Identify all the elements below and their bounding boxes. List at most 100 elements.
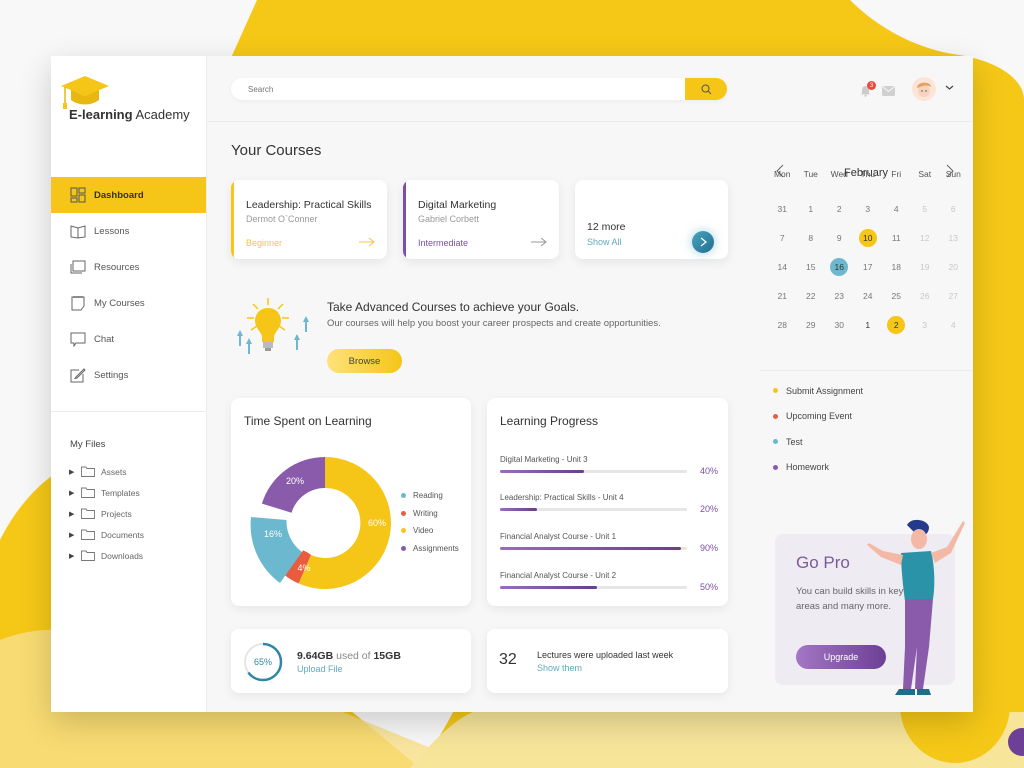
chevron-down-icon[interactable] xyxy=(945,84,954,91)
arrow-right-icon[interactable] xyxy=(359,237,375,247)
calendar-day[interactable]: 26 xyxy=(920,290,930,301)
sidebar-item-label: Resources xyxy=(94,261,140,273)
sidebar-item-dashboard[interactable]: Dashboard xyxy=(51,177,206,213)
expand-arrow-icon[interactable]: ▶ xyxy=(69,489,75,497)
lectures-count: 32 xyxy=(499,651,517,668)
next-button[interactable] xyxy=(692,231,714,253)
calendar-day[interactable]: 30 xyxy=(834,319,844,330)
show-them-link[interactable]: Show them xyxy=(537,663,583,673)
legend-video: Video xyxy=(401,522,459,540)
folder-downloads[interactable]: ▶ Downloads xyxy=(69,550,144,561)
expand-arrow-icon[interactable]: ▶ xyxy=(69,552,75,560)
sidebar-item-resources[interactable]: Resources xyxy=(51,249,206,285)
calendar-day[interactable]: 2 xyxy=(882,315,911,334)
calendar-day[interactable]: 11 xyxy=(891,232,901,243)
go-pro-text: You can build skills in key areas and ma… xyxy=(796,586,904,612)
course-card-digital-marketing[interactable]: Digital Marketing Gabriel Corbett Interm… xyxy=(403,180,559,259)
calendar-day[interactable]: 31 xyxy=(777,203,787,214)
chevron-left-icon[interactable] xyxy=(776,164,784,178)
chevron-right-icon[interactable] xyxy=(946,164,954,178)
file-tree: ▶ Assets ▶ Templates ▶ Projects ▶ Documents … xyxy=(69,461,144,566)
expand-arrow-icon[interactable]: ▶ xyxy=(69,468,75,476)
show-all-link[interactable]: Show All xyxy=(587,237,622,247)
folder-documents[interactable]: ▶ Documents xyxy=(69,529,144,540)
calendar-week: 28 29 30 1 2 3 4 xyxy=(768,310,968,339)
calendar-day[interactable]: 2 xyxy=(836,203,842,214)
calendar-week: 21 22 23 24 25 26 27 xyxy=(768,281,968,310)
chat-icon xyxy=(70,332,86,347)
calendar-day[interactable]: 3 xyxy=(865,203,871,214)
calendar-day[interactable]: 23 xyxy=(834,290,844,301)
calendar-day[interactable]: 16 xyxy=(825,257,854,276)
app-logo-text: E-learning Academy xyxy=(69,107,190,122)
course-accent-bar xyxy=(231,180,234,259)
avatar[interactable] xyxy=(912,77,936,101)
calendar-day[interactable]: 7 xyxy=(779,232,785,243)
folder-assets[interactable]: ▶ Assets xyxy=(69,466,127,477)
browse-button[interactable]: Browse xyxy=(327,349,402,373)
expand-arrow-icon[interactable]: ▶ xyxy=(69,531,75,539)
calendar-day[interactable]: 22 xyxy=(806,290,816,301)
mail-icon[interactable] xyxy=(882,86,895,96)
course-card-leadership[interactable]: Leadership: Practical Skills Dermot O`Co… xyxy=(231,180,387,259)
calendar-day[interactable]: 13 xyxy=(948,232,958,243)
calendar-day[interactable]: 10 xyxy=(854,228,883,247)
folder-projects[interactable]: ▶ Projects xyxy=(69,508,132,519)
calendar-day[interactable]: 14 xyxy=(777,261,787,272)
calendar-day[interactable]: 4 xyxy=(893,203,899,214)
calendar-day[interactable]: 4 xyxy=(950,319,956,330)
expand-arrow-icon[interactable]: ▶ xyxy=(69,510,75,518)
calendar-day[interactable]: 27 xyxy=(948,290,958,301)
calendar-day[interactable]: 24 xyxy=(863,290,873,301)
sidebar-item-chat[interactable]: Chat xyxy=(51,321,206,357)
calendar-day[interactable]: 12 xyxy=(920,232,930,243)
calendar-day[interactable]: 29 xyxy=(806,319,816,330)
more-courses-card[interactable]: 12 more Show All xyxy=(575,180,728,259)
calendar-day[interactable]: 5 xyxy=(922,203,928,214)
progress-item: Financial Analyst Course - Unit 2 50% xyxy=(500,571,718,592)
writing-slice-label: 4% xyxy=(297,563,310,573)
folder-icon xyxy=(81,550,95,561)
weekday-label: Fri xyxy=(891,169,902,179)
sidebar-item-label: Dashboard xyxy=(94,189,144,201)
learning-progress-card: Learning Progress Digital Marketing - Un… xyxy=(487,398,728,606)
calendar-day[interactable]: 8 xyxy=(808,232,814,243)
calendar-day[interactable]: 1 xyxy=(808,203,814,214)
calendar-day[interactable]: 15 xyxy=(806,261,816,272)
calendar-day[interactable]: 3 xyxy=(922,319,928,330)
calendar-month: February xyxy=(843,167,889,179)
resources-icon xyxy=(70,260,86,274)
sidebar-item-lessons[interactable]: Lessons xyxy=(51,213,206,249)
progress-bar xyxy=(500,508,687,511)
folder-templates[interactable]: ▶ Templates xyxy=(69,487,140,498)
folder-icon xyxy=(81,529,95,540)
calendar-day[interactable]: 18 xyxy=(891,261,901,272)
search-bar xyxy=(231,78,727,100)
arrow-right-icon[interactable] xyxy=(531,237,547,247)
my-files-heading: My Files xyxy=(70,439,106,450)
search-button[interactable] xyxy=(685,78,727,100)
calendar-day[interactable]: 9 xyxy=(836,232,842,243)
go-pro-title: Go Pro xyxy=(796,553,850,572)
progress-bar xyxy=(500,470,687,473)
assignments-slice-label: 20% xyxy=(286,476,304,486)
calendar-day[interactable]: 19 xyxy=(920,261,930,272)
donut-chart: 60% 20% 16% 4% xyxy=(250,457,391,589)
calendar-day[interactable]: 25 xyxy=(891,290,901,301)
card-title: Learning Progress xyxy=(500,414,599,428)
sidebar-item-settings[interactable]: Settings xyxy=(51,357,206,393)
calendar-day[interactable]: 21 xyxy=(777,290,787,301)
upgrade-button[interactable]: Upgrade xyxy=(796,645,886,669)
sidebar-item-my-courses[interactable]: My Courses xyxy=(51,285,206,321)
progress-bar xyxy=(500,547,687,550)
chevron-right-icon xyxy=(700,237,707,247)
upload-file-link[interactable]: Upload File xyxy=(297,664,343,674)
calendar-day[interactable]: 6 xyxy=(950,203,956,214)
calendar-day[interactable]: 28 xyxy=(777,319,787,330)
calendar-day[interactable]: 1 xyxy=(865,319,871,330)
app-window: E-learning Academy Dashboard Lessons Res… xyxy=(51,56,973,712)
calendar-day[interactable]: 20 xyxy=(948,261,958,272)
calendar-day[interactable]: 17 xyxy=(863,261,873,272)
search-input[interactable] xyxy=(231,78,671,100)
progress-item: Financial Analyst Course - Unit 1 90% xyxy=(500,532,718,553)
